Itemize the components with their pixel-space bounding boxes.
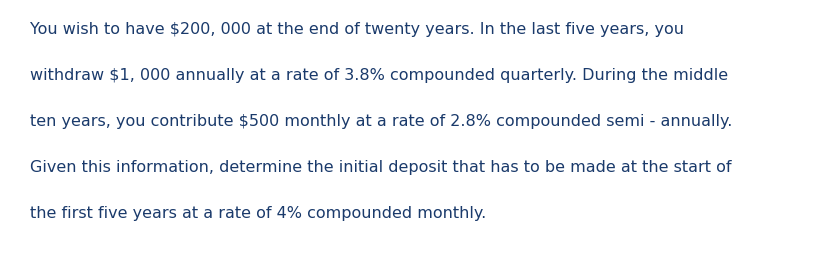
Text: withdraw $1, 000 annually at a rate of 3.8% compounded quarterly. During the mid: withdraw $1, 000 annually at a rate of 3… (30, 68, 728, 83)
Text: ten years, you contribute $500 monthly at a rate of 2.8% compounded semi - annua: ten years, you contribute $500 monthly a… (30, 114, 732, 129)
Text: the first five years at a rate of 4% compounded monthly.: the first five years at a rate of 4% com… (30, 206, 486, 221)
Text: Given this information, determine the initial deposit that has to be made at the: Given this information, determine the in… (30, 160, 731, 175)
Text: You wish to have $200, 000 at the end of twenty years. In the last five years, y: You wish to have $200, 000 at the end of… (30, 22, 684, 37)
